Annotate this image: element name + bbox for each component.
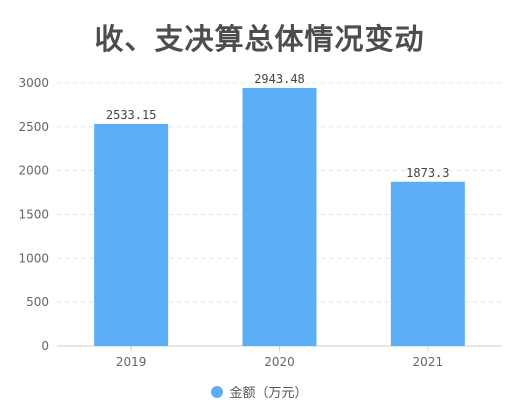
chart-title: 收、支决算总体情况变动 xyxy=(94,22,425,56)
bar-2021 xyxy=(390,181,465,346)
y-tick-label: 500 xyxy=(26,295,49,309)
data-label-2019: 2533.15 xyxy=(106,108,157,122)
legend-marker-icon xyxy=(211,385,224,398)
legend[interactable]: 金额（万元） xyxy=(0,382,519,401)
x-tick-label-2020: 2020 xyxy=(264,355,295,369)
y-tick-label: 0 xyxy=(41,339,49,353)
x-tick-label-2021: 2021 xyxy=(413,355,444,369)
x-tick-label-2019: 2019 xyxy=(116,355,147,369)
bar-2019 xyxy=(94,123,169,346)
y-tick-label: 3000 xyxy=(18,76,49,90)
y-tick-label: 1000 xyxy=(18,251,49,265)
y-tick-label: 2000 xyxy=(18,164,49,178)
bar-2020 xyxy=(242,87,317,346)
legend-label: 金额（万元） xyxy=(229,386,308,401)
y-tick-label: 1500 xyxy=(18,208,49,222)
data-label-2021: 1873.3 xyxy=(406,166,449,180)
data-label-2020: 2943.48 xyxy=(254,72,305,86)
y-tick-label: 2500 xyxy=(18,120,49,134)
